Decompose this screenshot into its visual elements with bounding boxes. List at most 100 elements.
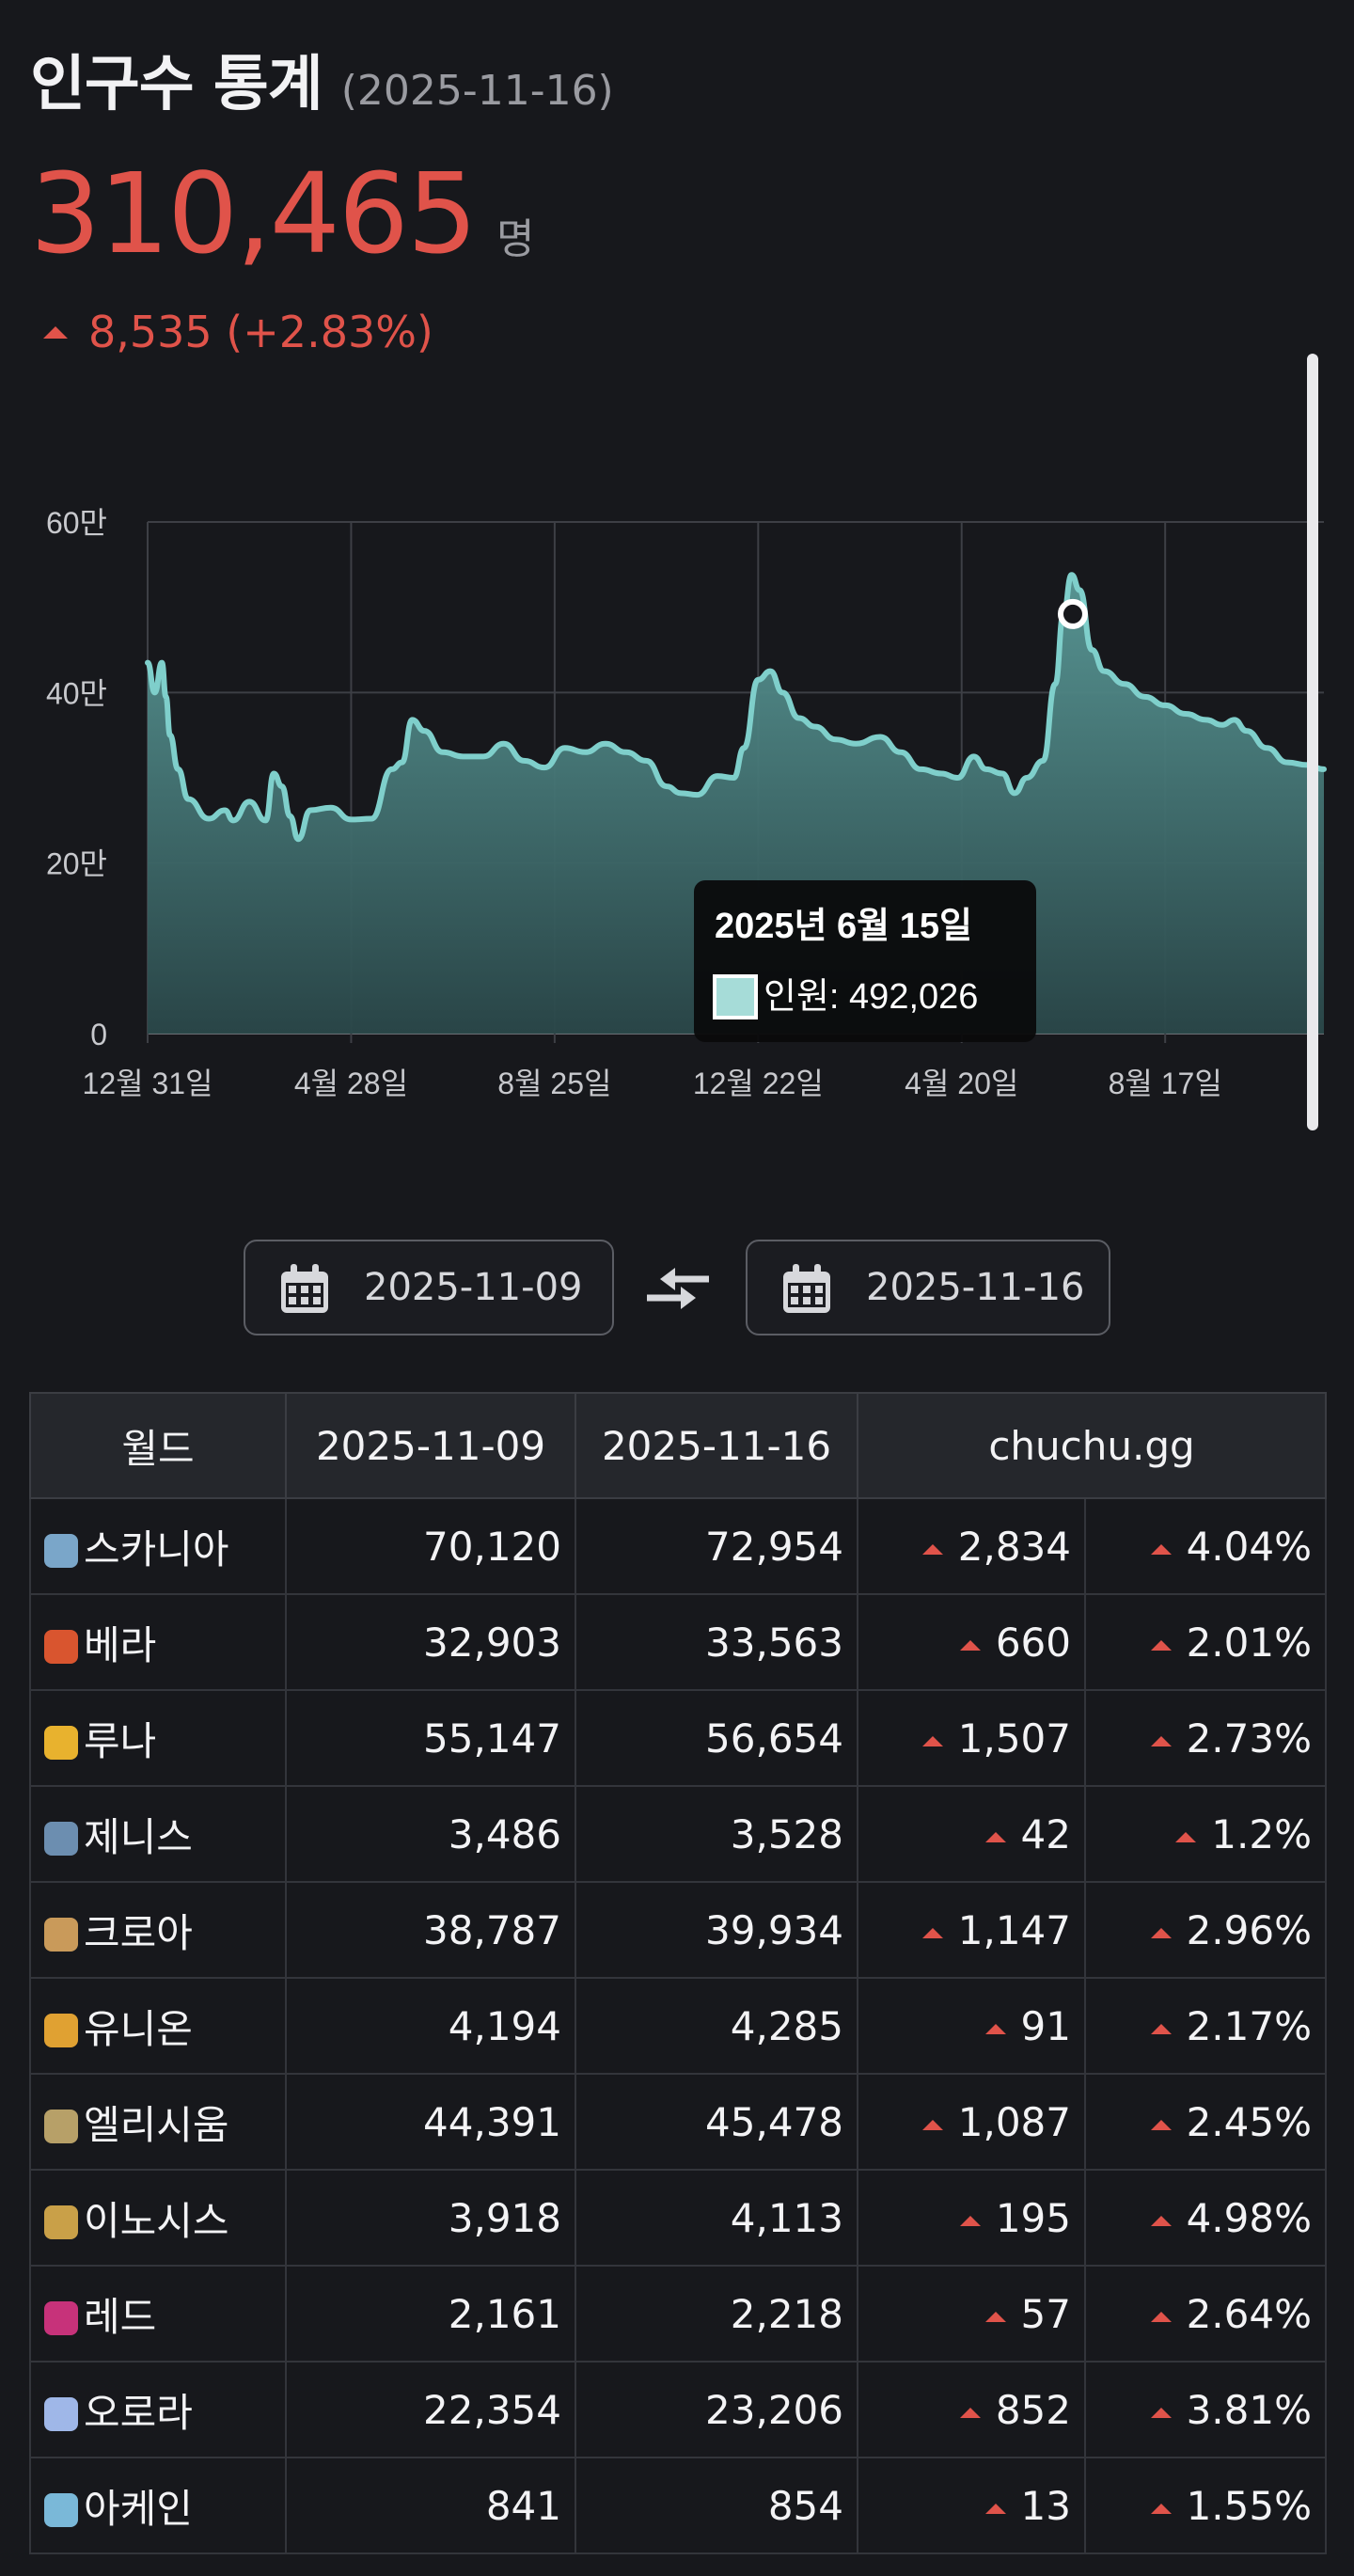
col-header-to[interactable]: 2025-11-16 (575, 1392, 858, 1499)
col-header-world: 월드 (29, 1392, 287, 1499)
pct-value: 2.73% (1186, 1715, 1312, 1762)
pct-value: 1.2% (1211, 1810, 1312, 1857)
table-row[interactable]: 아케인 841 854 13 1.55% (29, 2457, 1327, 2554)
chart-svg[interactable]: 0 20만 40만 60만 12월 31일 4월 28일 8월 25일 12월 22일 4월 … (0, 348, 1354, 1138)
pct-value: 2.01% (1186, 1619, 1312, 1666)
up-triangle-icon (921, 1543, 943, 1555)
up-triangle-icon (921, 1735, 943, 1746)
end-date-value: 2025-11-16 (866, 1266, 1085, 1309)
up-triangle-icon (921, 1927, 943, 1938)
x-tick-label: 4월 28일 (294, 1067, 408, 1100)
total-value: 310,465 (30, 149, 478, 278)
to-value: 45,478 (575, 2073, 858, 2171)
diff-cell: 1,507 (857, 1689, 1086, 1787)
from-value: 22,354 (285, 2361, 576, 2458)
arcane-icon (44, 2492, 78, 2527)
world-name: 이노시스 (84, 2197, 229, 2244)
table-row[interactable]: 이노시스 3,918 4,113 195 4.98% (29, 2169, 1327, 2267)
y-tick-label: 40만 (46, 676, 107, 710)
tooltip-label-value: 492,026 (849, 977, 978, 1017)
diff-value: 195 (995, 2194, 1071, 2241)
world-name: 베라 (84, 1621, 157, 1668)
from-value: 44,391 (285, 2073, 576, 2171)
col-header-from[interactable]: 2025-11-09 (285, 1392, 576, 1499)
diff-cell: 2,834 (857, 1497, 1086, 1595)
calendar-icon (281, 1264, 328, 1313)
pct-cell: 2.01% (1084, 1593, 1327, 1691)
bera-icon (44, 1629, 78, 1664)
world-cell: 오로라 (29, 2361, 287, 2458)
world-name: 오로라 (84, 2389, 193, 2436)
from-value: 2,161 (285, 2265, 576, 2363)
tooltip-label-name: 인원 (764, 977, 829, 1017)
diff-cell: 1,147 (857, 1881, 1086, 1979)
col-header-source[interactable]: chuchu.gg (857, 1392, 1327, 1499)
x-tick-label: 8월 25일 (497, 1067, 611, 1100)
x-tick-label: 12월 31일 (83, 1067, 213, 1100)
tooltip-label: 인원: 492,026 (764, 977, 978, 1017)
delta-value: 8,535 (+2.83%) (88, 307, 433, 357)
up-triangle-icon (959, 2407, 981, 2418)
world-name: 엘리시움 (84, 2101, 229, 2148)
up-triangle-icon (1150, 1543, 1172, 1555)
diff-value: 91 (1020, 2002, 1071, 2049)
pct-value: 1.55% (1186, 2482, 1312, 2529)
pct-value: 2.64% (1186, 2290, 1312, 2337)
diff-cell: 91 (857, 1977, 1086, 2075)
world-cell: 레드 (29, 2265, 287, 2363)
diff-value: 1,147 (957, 1906, 1071, 1953)
population-chart[interactable]: 0 20만 40만 60만 12월 31일 4월 28일 8월 25일 12월 22일 4월 … (0, 348, 1354, 1138)
x-tick-label: 8월 17일 (1109, 1067, 1222, 1100)
start-date-value: 2025-11-09 (364, 1266, 583, 1309)
total-unit: 명 (496, 215, 535, 263)
table-row[interactable]: 유니온 4,194 4,285 91 2.17% (29, 1977, 1327, 2075)
world-name: 레드 (84, 2293, 157, 2340)
diff-value: 852 (995, 2386, 1071, 2433)
table-row[interactable]: 스카니아 70,120 72,954 2,834 4.04% (29, 1497, 1327, 1595)
world-cell: 엘리시움 (29, 2073, 287, 2171)
up-triangle-icon (959, 2215, 981, 2226)
chart-tooltip: 2025년 6월 15일 인원: 492,026 (694, 880, 1036, 1042)
pct-value: 2.17% (1186, 2002, 1312, 2049)
diff-value: 57 (1020, 2290, 1071, 2337)
pct-cell: 4.98% (1084, 2169, 1327, 2267)
table-row[interactable]: 엘리시움 44,391 45,478 1,087 2.45% (29, 2073, 1327, 2171)
swap-icon[interactable] (643, 1260, 713, 1317)
tooltip-swatch (713, 974, 758, 1019)
up-triangle-icon (1150, 2407, 1172, 2418)
table-row[interactable]: 오로라 22,354 23,206 852 3.81% (29, 2361, 1327, 2458)
table-row[interactable]: 크로아 38,787 39,934 1,147 2.96% (29, 1881, 1327, 1979)
from-value: 70,120 (285, 1497, 576, 1595)
pct-value: 3.81% (1186, 2386, 1312, 2433)
from-value: 3,918 (285, 2169, 576, 2267)
up-triangle-icon (1150, 2023, 1172, 2034)
end-date-picker[interactable]: 2025-11-16 (746, 1240, 1110, 1335)
chart-scrollbar[interactable] (1307, 354, 1318, 1130)
table-row[interactable]: 제니스 3,486 3,528 42 1.2% (29, 1785, 1327, 1883)
table-row[interactable]: 레드 2,161 2,218 57 2.64% (29, 2265, 1327, 2363)
y-tick-label: 0 (90, 1018, 107, 1051)
pct-cell: 2.64% (1084, 2265, 1327, 2363)
total-population: 310,465 명 (30, 158, 534, 269)
up-triangle-icon (984, 2311, 1006, 2322)
to-value: 33,563 (575, 1593, 858, 1691)
x-tick-label: 12월 22일 (693, 1067, 824, 1100)
pct-cell: 3.81% (1084, 2361, 1327, 2458)
pct-cell: 2.73% (1084, 1689, 1327, 1787)
elysium-icon (44, 2109, 78, 2143)
up-triangle-icon (1150, 2311, 1172, 2322)
diff-cell: 42 (857, 1785, 1086, 1883)
table-row[interactable]: 루나 55,147 56,654 1,507 2.73% (29, 1689, 1327, 1787)
pct-cell: 4.04% (1084, 1497, 1327, 1595)
page-title: 인구수 통계 (30, 50, 323, 119)
series-line (145, 572, 1327, 843)
table-row[interactable]: 베라 32,903 33,563 660 2.01% (29, 1593, 1327, 1691)
from-value: 55,147 (285, 1689, 576, 1787)
pct-cell: 2.17% (1084, 1977, 1327, 2075)
world-cell: 아케인 (29, 2457, 287, 2554)
luna-icon (44, 1725, 78, 1760)
to-value: 3,528 (575, 1785, 858, 1883)
red-icon (44, 2300, 78, 2335)
start-date-picker[interactable]: 2025-11-09 (244, 1240, 614, 1335)
pct-value: 4.04% (1186, 1523, 1312, 1570)
